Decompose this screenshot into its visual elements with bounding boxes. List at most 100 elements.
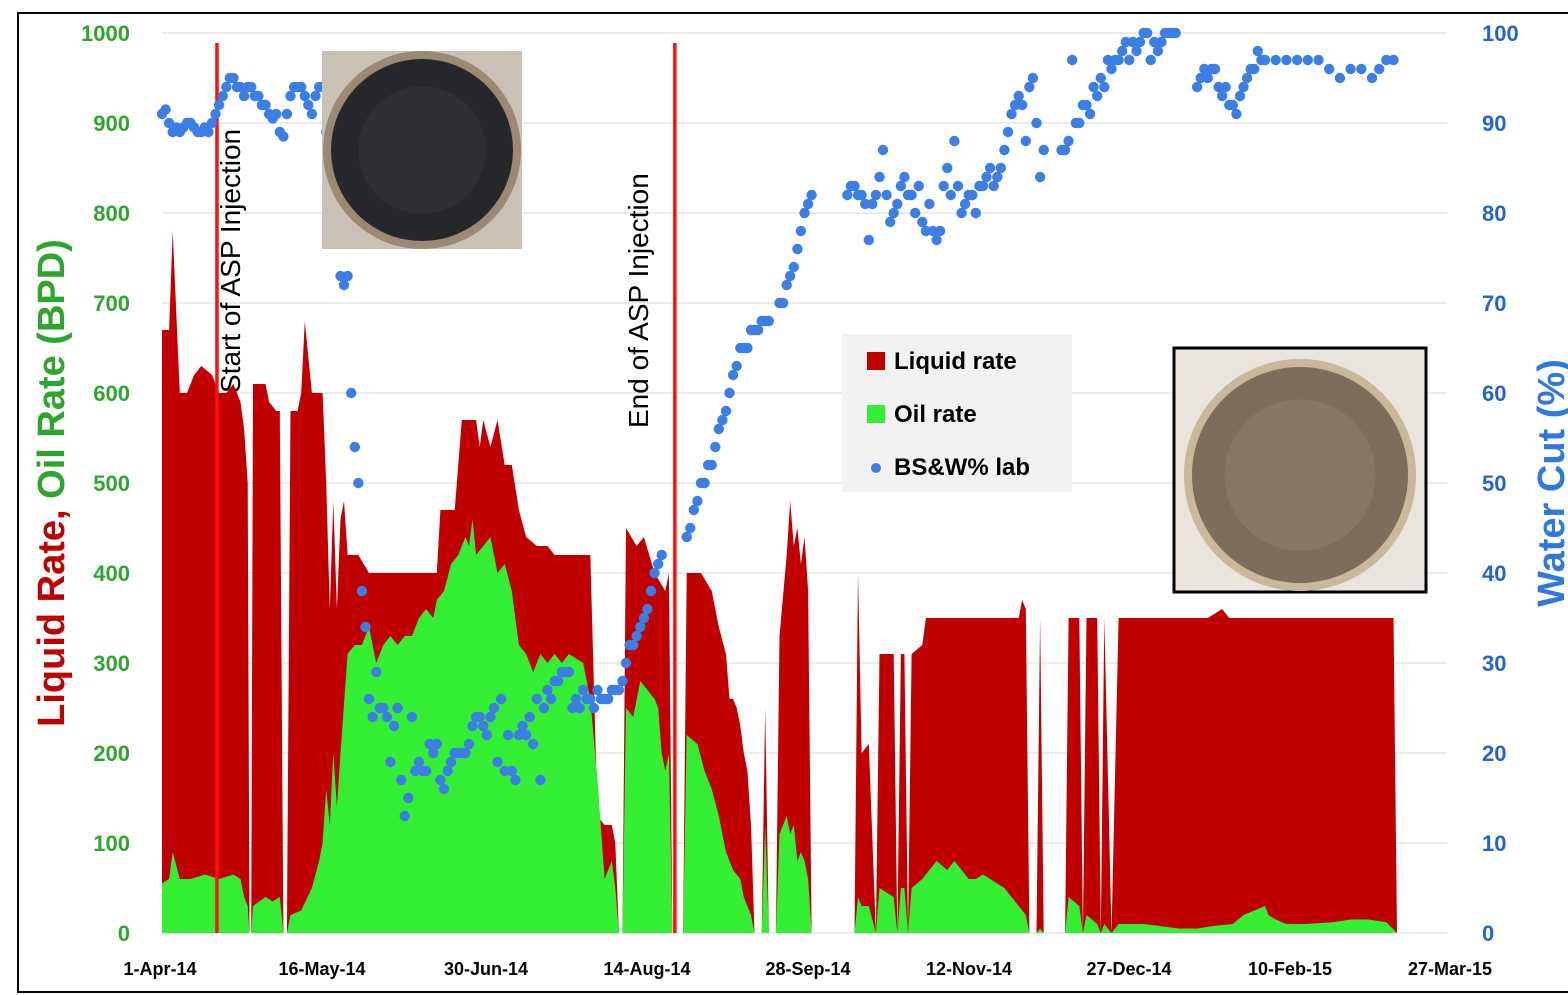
bsw-point <box>356 585 368 597</box>
photo-core <box>1192 367 1408 583</box>
bsw-point <box>731 360 742 372</box>
bsw-point <box>517 720 528 732</box>
bsw-point <box>545 693 557 705</box>
bsw-point <box>310 90 321 102</box>
bsw-point <box>406 711 418 723</box>
bsw-point <box>913 180 924 192</box>
bsw-point <box>977 180 989 192</box>
bsw-point <box>528 738 539 750</box>
bsw-point <box>892 198 903 210</box>
bsw-point <box>995 162 1006 174</box>
chart-frame <box>17 12 1568 993</box>
bsw-point <box>1302 54 1314 66</box>
bsw-point <box>1291 54 1303 66</box>
y-right-tick-label: 60 <box>1482 381 1506 406</box>
bsw-point <box>603 693 614 705</box>
bsw-point <box>970 207 981 219</box>
bsw-point <box>1142 27 1153 39</box>
bsw-point <box>681 531 692 543</box>
asp-marker-label: Start of ASP Injection <box>215 129 246 393</box>
bsw-point <box>213 99 225 111</box>
y-left-tick-label: 300 <box>93 651 130 676</box>
x-tick-label: 27-Dec-14 <box>1086 959 1171 979</box>
bsw-point <box>870 189 882 201</box>
bsw-point <box>742 342 753 354</box>
bsw-point <box>888 207 899 219</box>
bsw-point <box>353 477 364 489</box>
bsw-point <box>1152 45 1164 57</box>
bsw-point <box>474 711 485 723</box>
bsw-point <box>1034 171 1046 183</box>
bsw-point <box>574 702 585 714</box>
bsw-point <box>363 693 375 705</box>
bsw-point <box>856 189 867 201</box>
bsw-point <box>763 315 774 327</box>
bsw-point <box>1031 117 1042 129</box>
bsw-point <box>431 738 442 750</box>
bsw-point <box>949 135 960 147</box>
bsw-point <box>442 765 453 777</box>
y-left-tick-label: 700 <box>93 291 130 316</box>
y-left-tick-label: 1000 <box>81 21 130 46</box>
bsw-point <box>945 189 956 201</box>
bsw-point <box>1366 72 1378 84</box>
bsw-point <box>396 774 407 786</box>
bsw-point <box>720 405 732 417</box>
bsw-point <box>221 81 232 93</box>
bsw-point <box>592 684 603 696</box>
x-tick-label: 27-Mar-15 <box>1408 959 1492 979</box>
bsw-point <box>435 774 446 786</box>
cropped-title-fragment <box>0 0 1568 14</box>
bsw-point <box>428 747 439 759</box>
bsw-point <box>346 387 357 399</box>
bsw-point <box>635 621 646 633</box>
bsw-point <box>792 243 803 255</box>
chart-legend: Liquid rate Oil rate BS&W% lab <box>842 334 1072 492</box>
bsw-point <box>338 279 350 291</box>
x-tick-label: 12-Nov-14 <box>926 959 1012 979</box>
bsw-point <box>445 756 457 768</box>
bsw-point <box>727 369 739 381</box>
y-left-tick-label: 500 <box>93 471 130 496</box>
bsw-point <box>1088 81 1099 93</box>
legend-swatch <box>867 405 885 423</box>
bsw-point <box>392 702 403 714</box>
y-right-tick-label: 90 <box>1482 111 1506 136</box>
bsw-point <box>299 90 310 102</box>
bsw-point <box>931 234 942 246</box>
asp-marker-label: End of ASP Injection <box>623 173 654 428</box>
bsw-point <box>656 549 667 561</box>
bsw-point <box>1170 27 1181 39</box>
bsw-point <box>724 387 735 399</box>
bsw-point <box>585 693 596 705</box>
legend-label: Liquid rate <box>894 348 1017 375</box>
bsw-point <box>524 711 535 723</box>
bsw-point <box>1017 99 1028 111</box>
bsw-point <box>1313 54 1324 66</box>
bsw-point <box>688 504 699 516</box>
y-right-tick-label: 20 <box>1482 741 1506 766</box>
bsw-point <box>1227 99 1239 111</box>
bsw-point <box>685 522 696 534</box>
bsw-point <box>1099 81 1110 93</box>
bsw-point <box>1241 72 1253 84</box>
bsw-point <box>1038 144 1049 156</box>
bsw-point <box>235 81 246 93</box>
bsw-point <box>520 729 532 741</box>
bsw-point <box>246 81 257 93</box>
bsw-point <box>620 657 632 669</box>
bsw-point <box>1381 54 1392 66</box>
bsw-point <box>228 72 239 84</box>
bsw-point <box>1202 72 1214 84</box>
bsw-point <box>924 198 935 210</box>
bsw-point <box>613 684 625 696</box>
legend-label: BS&W% lab <box>894 454 1030 481</box>
bsw-point <box>360 621 371 633</box>
bsw-point <box>1374 63 1385 75</box>
bsw-point <box>1191 81 1203 93</box>
bsw-point <box>1106 63 1117 75</box>
bsw-point <box>253 90 264 102</box>
bsw-point <box>1145 54 1156 66</box>
bsw-point <box>967 189 978 201</box>
